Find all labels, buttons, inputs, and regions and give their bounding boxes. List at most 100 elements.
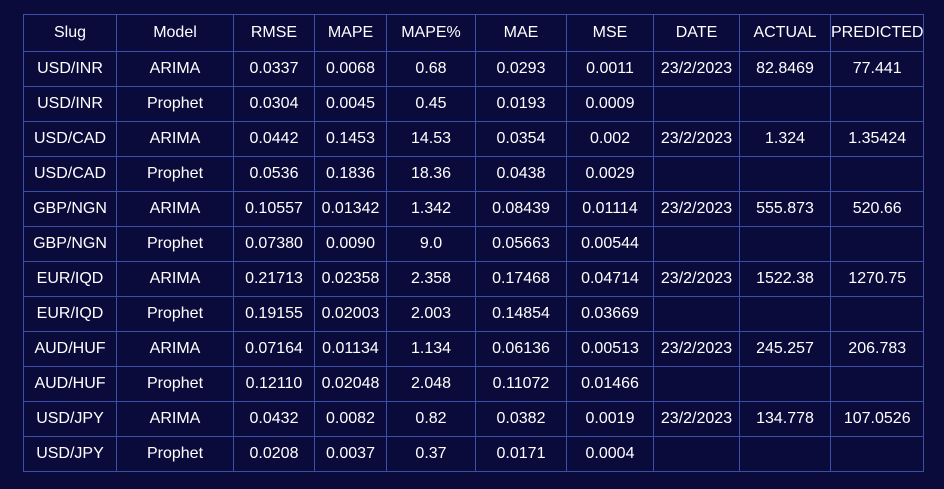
cell-mae: 0.06136 [475, 331, 567, 367]
cell-date [653, 226, 740, 262]
cell-mae: 0.11072 [475, 366, 567, 402]
cell-mse: 0.0019 [566, 401, 654, 437]
cell-mape-percent: 1.134 [386, 331, 476, 367]
cell-model: Prophet [116, 366, 234, 402]
column-header-actual: ACTUAL [739, 14, 831, 52]
cell-mape: 0.0090 [314, 226, 387, 262]
cell-mae: 0.0382 [475, 401, 567, 437]
cell-model: ARIMA [116, 331, 234, 367]
cell-rmse: 0.0337 [233, 51, 315, 87]
cell-mse: 0.00544 [566, 226, 654, 262]
cell-actual: 555.873 [739, 191, 831, 227]
column-header-date: DATE [653, 14, 740, 52]
column-header-mape: MAPE [314, 14, 387, 52]
cell-actual: 1522.38 [739, 261, 831, 297]
forecast-metrics-table: Slug Model RMSE MAPE MAPE% MAE MSE DATE ACTUAL PR… [23, 14, 925, 472]
cell-model: Prophet [116, 436, 234, 472]
table-row: USD/INR Prophet 0.0304 0.0045 0.45 0.0193 0.00… [23, 86, 925, 122]
table-row: AUD/HUF Prophet 0.12110 0.02048 2.048 0.11072… [23, 366, 925, 402]
cell-rmse: 0.10557 [233, 191, 315, 227]
cell-slug: AUD/HUF [23, 331, 117, 367]
cell-model: Prophet [116, 86, 234, 122]
cell-date: 23/2/2023 [653, 401, 740, 437]
cell-date: 23/2/2023 [653, 261, 740, 297]
cell-mae: 0.0293 [475, 51, 567, 87]
cell-mape: 0.0045 [314, 86, 387, 122]
cell-rmse: 0.19155 [233, 296, 315, 332]
cell-mse: 0.0004 [566, 436, 654, 472]
cell-rmse: 0.07380 [233, 226, 315, 262]
table-row: GBP/NGN Prophet 0.07380 0.0090 9.0 0.05663 0.0… [23, 226, 925, 262]
cell-mae: 0.0438 [475, 156, 567, 192]
cell-date [653, 366, 740, 402]
table-row: EUR/IQD ARIMA 0.21713 0.02358 2.358 0.17468 0.… [23, 261, 925, 297]
cell-rmse: 0.0432 [233, 401, 315, 437]
cell-mape-percent: 2.003 [386, 296, 476, 332]
cell-rmse: 0.12110 [233, 366, 315, 402]
cell-slug: USD/JPY [23, 401, 117, 437]
cell-mse: 0.0009 [566, 86, 654, 122]
column-header-mape-percent: MAPE% [386, 14, 476, 52]
cell-model: ARIMA [116, 191, 234, 227]
cell-mape-percent: 2.358 [386, 261, 476, 297]
cell-mse: 0.00513 [566, 331, 654, 367]
cell-mape-percent: 18.36 [386, 156, 476, 192]
cell-actual [739, 156, 831, 192]
table-row: USD/JPY ARIMA 0.0432 0.0082 0.82 0.0382 0.0019… [23, 401, 925, 437]
cell-rmse: 0.0208 [233, 436, 315, 472]
cell-actual [739, 226, 831, 262]
table-row: USD/INR ARIMA 0.0337 0.0068 0.68 0.0293 0.0011… [23, 51, 925, 87]
cell-model: ARIMA [116, 401, 234, 437]
cell-mse: 0.01466 [566, 366, 654, 402]
cell-mae: 0.14854 [475, 296, 567, 332]
cell-actual: 1.324 [739, 121, 831, 157]
cell-mape: 0.01342 [314, 191, 387, 227]
cell-mape-percent: 0.68 [386, 51, 476, 87]
cell-mae: 0.0193 [475, 86, 567, 122]
cell-mape: 0.1836 [314, 156, 387, 192]
cell-date [653, 296, 740, 332]
cell-model: Prophet [116, 296, 234, 332]
cell-mape: 0.0068 [314, 51, 387, 87]
cell-mae: 0.17468 [475, 261, 567, 297]
cell-actual [739, 436, 831, 472]
cell-slug: USD/INR [23, 51, 117, 87]
cell-predicted [829, 226, 925, 262]
cell-mape-percent: 2.048 [386, 366, 476, 402]
table-row: USD/CAD Prophet 0.0536 0.1836 18.36 0.0438 0.0… [23, 156, 925, 192]
cell-predicted [829, 156, 925, 192]
cell-actual: 245.257 [739, 331, 831, 367]
cell-predicted [829, 366, 925, 402]
cell-slug: USD/JPY [23, 436, 117, 472]
cell-predicted: 1270.75 [829, 261, 925, 297]
cell-model: ARIMA [116, 261, 234, 297]
cell-mse: 0.04714 [566, 261, 654, 297]
column-header-predicted: PREDICTED [829, 14, 925, 52]
cell-rmse: 0.0442 [233, 121, 315, 157]
table-body: USD/INR ARIMA 0.0337 0.0068 0.68 0.0293 0.0011… [23, 51, 925, 472]
cell-mape-percent: 0.82 [386, 401, 476, 437]
cell-mse: 0.0011 [566, 51, 654, 87]
cell-mae: 0.0171 [475, 436, 567, 472]
cell-mape-percent: 1.342 [386, 191, 476, 227]
cell-rmse: 0.07164 [233, 331, 315, 367]
cell-predicted [829, 436, 925, 472]
table-row: AUD/HUF ARIMA 0.07164 0.01134 1.134 0.06136 0.… [23, 331, 925, 367]
table-row: USD/CAD ARIMA 0.0442 0.1453 14.53 0.0354 0.002… [23, 121, 925, 157]
cell-mse: 0.03669 [566, 296, 654, 332]
column-header-rmse: RMSE [233, 14, 315, 52]
cell-mae: 0.08439 [475, 191, 567, 227]
cell-predicted [829, 86, 925, 122]
cell-mse: 0.01114 [566, 191, 654, 227]
cell-predicted: 1.35424 [829, 121, 925, 157]
cell-model: ARIMA [116, 121, 234, 157]
cell-mae: 0.0354 [475, 121, 567, 157]
cell-mse: 0.002 [566, 121, 654, 157]
cell-slug: EUR/IQD [23, 261, 117, 297]
cell-actual [739, 86, 831, 122]
cell-date: 23/2/2023 [653, 51, 740, 87]
table-row: EUR/IQD Prophet 0.19155 0.02003 2.003 0.14854… [23, 296, 925, 332]
column-header-slug: Slug [23, 14, 117, 52]
header-row: Slug Model RMSE MAPE MAPE% MAE MSE DATE ACTUAL PR… [23, 14, 925, 52]
cell-slug: GBP/NGN [23, 191, 117, 227]
